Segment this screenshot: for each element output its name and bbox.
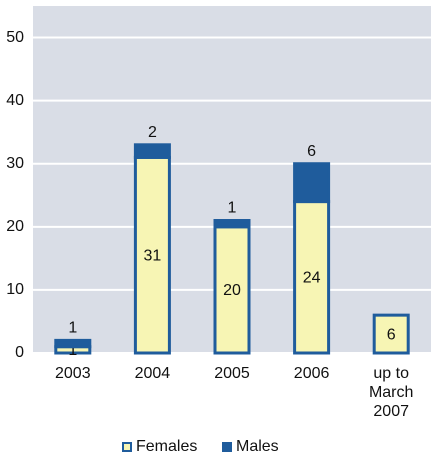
legend-item: Males: [222, 438, 279, 456]
y-tick-label: 40: [6, 92, 24, 109]
data-label: 24: [303, 270, 321, 287]
bar-segment: [54, 338, 92, 349]
y-tick-label: 30: [6, 155, 24, 172]
data-label: 1: [68, 342, 77, 359]
bar-segment: [133, 155, 171, 355]
bar-segment: [293, 162, 331, 204]
legend-swatch: [122, 442, 132, 452]
x-tick-label: 2005: [214, 365, 250, 382]
legend-item: Females: [122, 438, 197, 456]
data-label: 31: [144, 247, 162, 264]
bar-segment: [213, 219, 251, 229]
x-tick-label: 2003: [55, 365, 91, 382]
y-tick-label: 0: [15, 344, 24, 361]
legend-label: Males: [236, 438, 279, 455]
x-tick-label: 2006: [293, 365, 330, 382]
data-label: 6: [307, 143, 316, 160]
y-tick-label: 50: [6, 29, 24, 46]
y-tick-label: 20: [6, 218, 24, 235]
x-tick-label: up to March 2007: [368, 365, 414, 420]
bar-segment: [133, 143, 171, 159]
data-label: 6: [387, 326, 396, 343]
bar-segment: [293, 200, 331, 355]
data-label: 2: [148, 124, 157, 141]
data-label: 20: [223, 282, 241, 299]
bar-segment: [372, 313, 410, 355]
legend-label: Females: [136, 438, 198, 455]
data-label: 1: [68, 320, 77, 337]
legend-swatch: [222, 442, 232, 452]
y-tick-label: 10: [6, 281, 24, 298]
x-tick-label: 2004: [134, 365, 171, 382]
data-label: 1: [228, 200, 237, 217]
